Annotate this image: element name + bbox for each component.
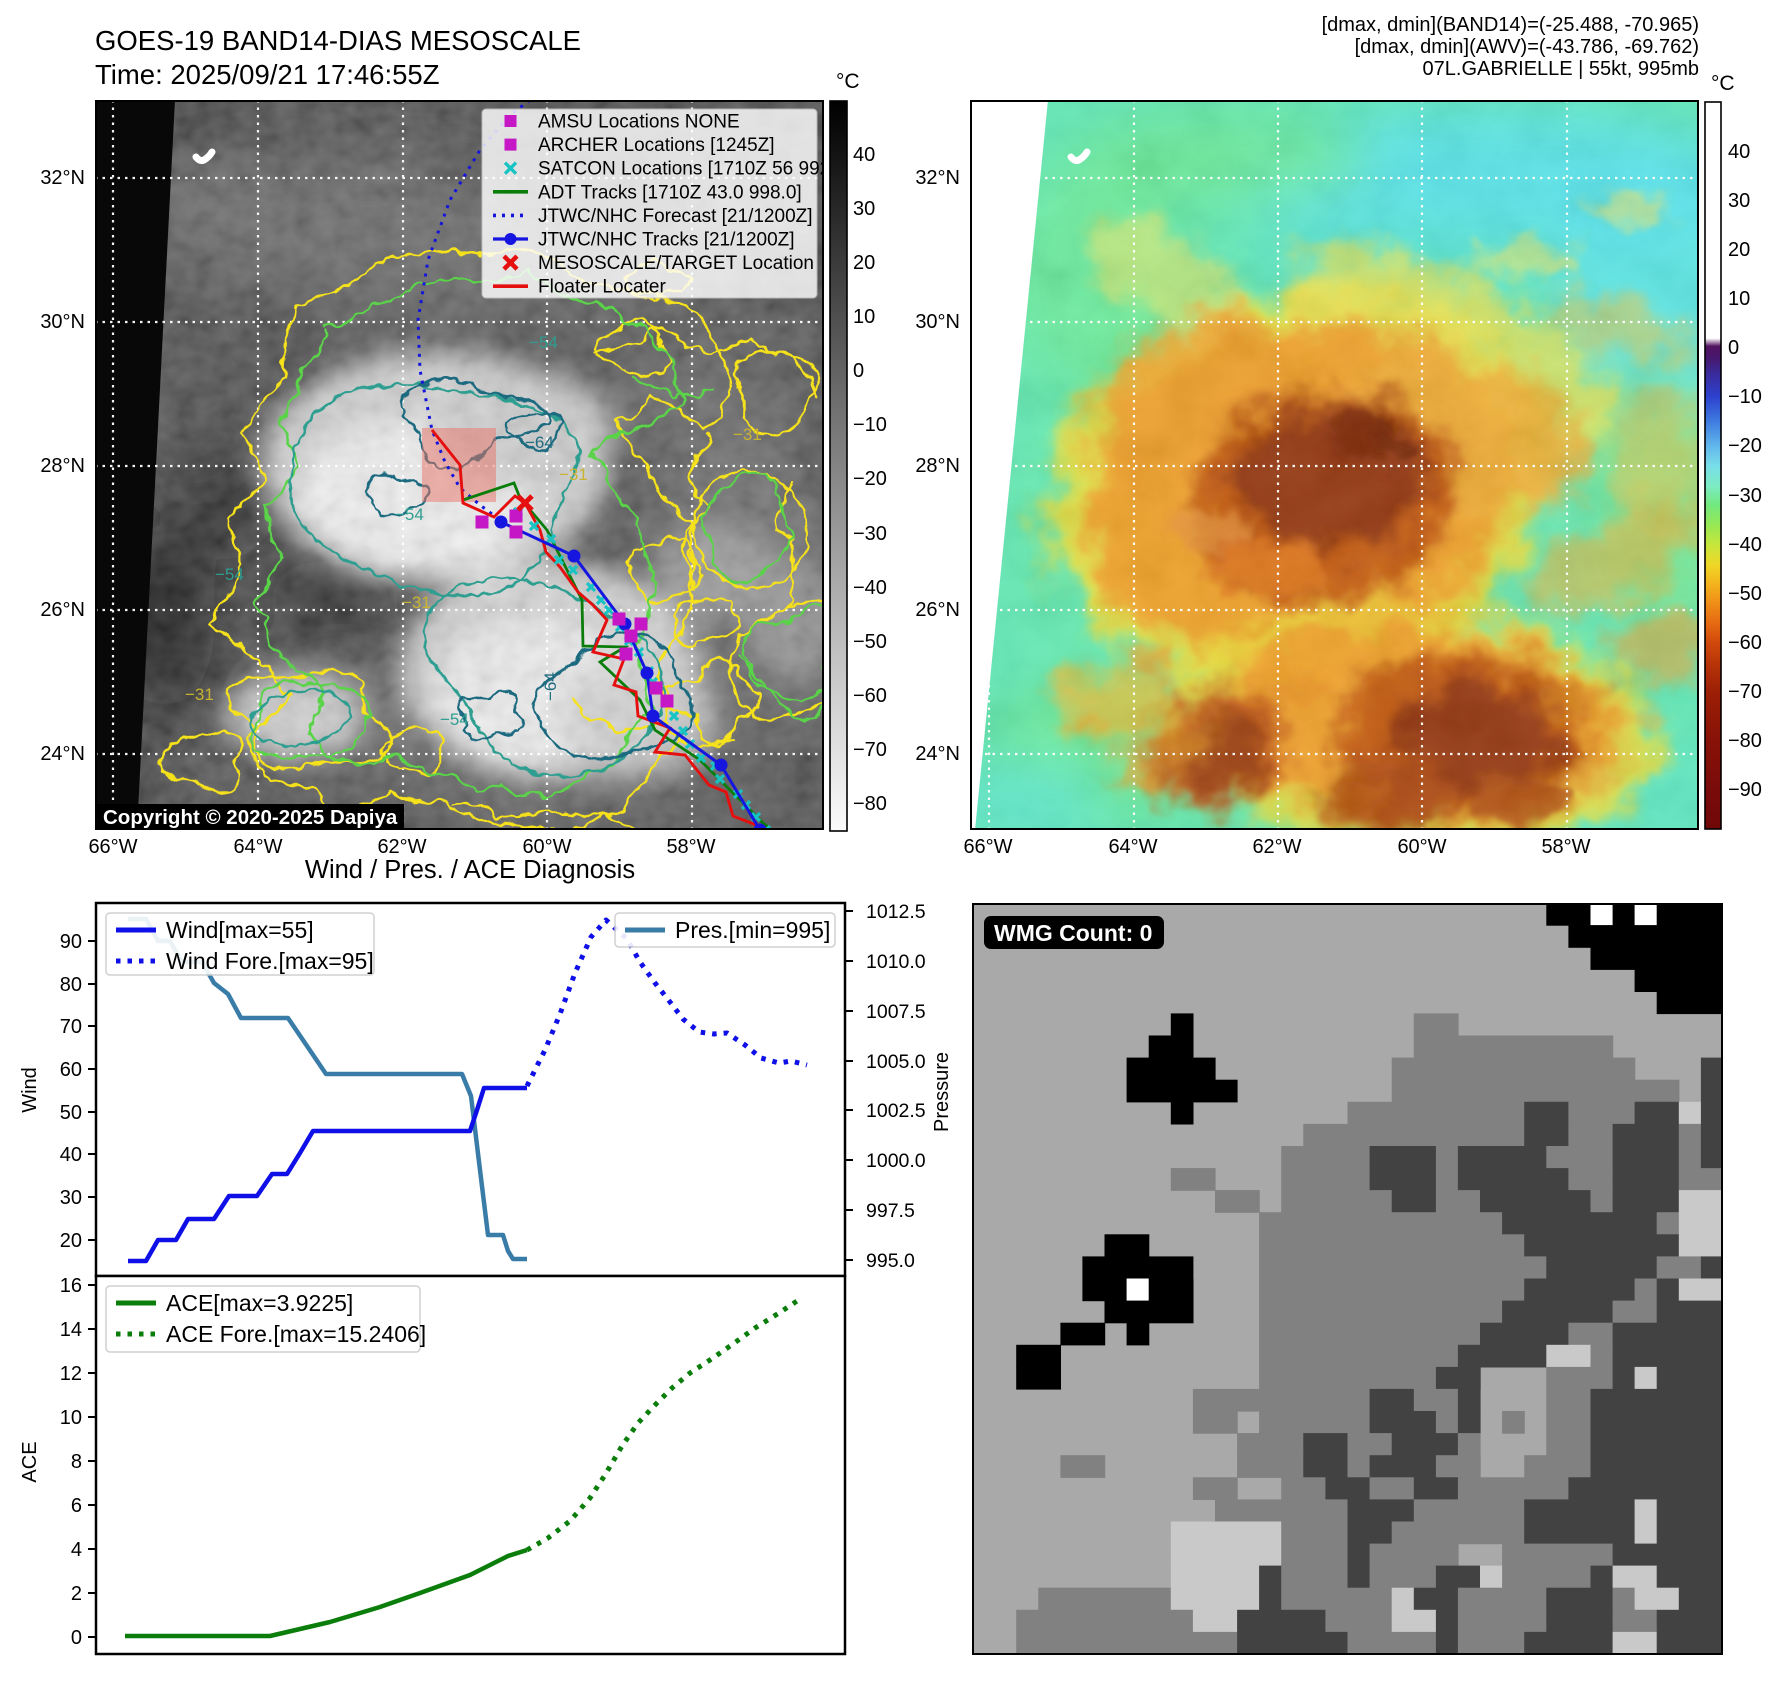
svg-text:80: 80 [60, 974, 82, 996]
svg-text:1007.5: 1007.5 [866, 1001, 926, 1023]
svg-text:−54: −54 [440, 710, 469, 729]
svg-text:2: 2 [71, 1583, 82, 1605]
svg-text:20: 20 [60, 1230, 82, 1252]
svg-text:SATCON Locations [1710Z 56 992: SATCON Locations [1710Z 56 992] [538, 159, 824, 180]
svg-text:30: 30 [60, 1187, 82, 1209]
svg-text:60: 60 [60, 1059, 82, 1081]
svg-text:−64: −64 [525, 433, 554, 452]
svg-text:−31: −31 [402, 593, 431, 612]
svg-text:−31: −31 [185, 685, 214, 704]
svg-text:8: 8 [71, 1451, 82, 1473]
svg-text:10: 10 [60, 1407, 82, 1429]
svg-text:1010.0: 1010.0 [866, 951, 926, 973]
svg-text:90: 90 [60, 931, 82, 953]
svg-text:Wind: Wind [19, 1067, 41, 1113]
svg-text:−31: −31 [733, 425, 762, 444]
svg-text:−54: −54 [395, 505, 424, 524]
svg-text:−31: −31 [559, 465, 588, 484]
svg-text:12: 12 [60, 1363, 82, 1385]
svg-text:JTWC/NHC Forecast [21/1200Z]: JTWC/NHC Forecast [21/1200Z] [538, 206, 813, 227]
svg-text:16: 16 [60, 1275, 82, 1297]
svg-text:997.5: 997.5 [866, 1200, 915, 1222]
svg-text:ADT Tracks [1710Z 43.0 998.0]: ADT Tracks [1710Z 43.0 998.0] [538, 182, 802, 203]
svg-text:MESOSCALE/TARGET Location: MESOSCALE/TARGET Location [538, 253, 814, 274]
svg-text:Copyright © 2020-2025 Dapiya: Copyright © 2020-2025 Dapiya [103, 806, 398, 829]
svg-text:ARCHER Locations [1245Z]: ARCHER Locations [1245Z] [538, 135, 775, 156]
svg-text:1012.5: 1012.5 [866, 901, 926, 923]
svg-text:JTWC/NHC Tracks [21/1200Z]: JTWC/NHC Tracks [21/1200Z] [538, 230, 795, 251]
svg-text:Wind[max=55]: Wind[max=55] [166, 917, 314, 943]
svg-text:Pres.[min=995]: Pres.[min=995] [675, 917, 830, 943]
svg-text:0: 0 [71, 1627, 82, 1649]
svg-text:1000.0: 1000.0 [866, 1150, 926, 1172]
svg-text:14: 14 [60, 1319, 82, 1341]
svg-text:6: 6 [71, 1495, 82, 1517]
svg-text:40: 40 [60, 1144, 82, 1166]
svg-text:Pressure: Pressure [931, 1052, 953, 1132]
svg-text:AMSU Locations NONE: AMSU Locations NONE [538, 112, 740, 133]
svg-text:1005.0: 1005.0 [866, 1051, 926, 1073]
svg-text:995.0: 995.0 [866, 1250, 915, 1272]
svg-text:WMG Count: 0: WMG Count: 0 [994, 920, 1152, 946]
svg-text:Floater Locater: Floater Locater [538, 277, 666, 298]
svg-text:4: 4 [71, 1539, 82, 1561]
svg-text:1002.5: 1002.5 [866, 1100, 926, 1122]
svg-text:−64: −64 [541, 672, 560, 701]
svg-text:−54: −54 [529, 333, 558, 352]
svg-text:50: 50 [60, 1102, 82, 1124]
svg-text:−54: −54 [215, 565, 244, 584]
svg-text:ACE Fore.[max=15.2406]: ACE Fore.[max=15.2406] [166, 1321, 426, 1347]
svg-text:Wind Fore.[max=95]: Wind Fore.[max=95] [166, 948, 374, 974]
svg-text:ACE: ACE [19, 1441, 41, 1482]
svg-text:ACE[max=3.9225]: ACE[max=3.9225] [166, 1290, 353, 1316]
svg-text:70: 70 [60, 1016, 82, 1038]
